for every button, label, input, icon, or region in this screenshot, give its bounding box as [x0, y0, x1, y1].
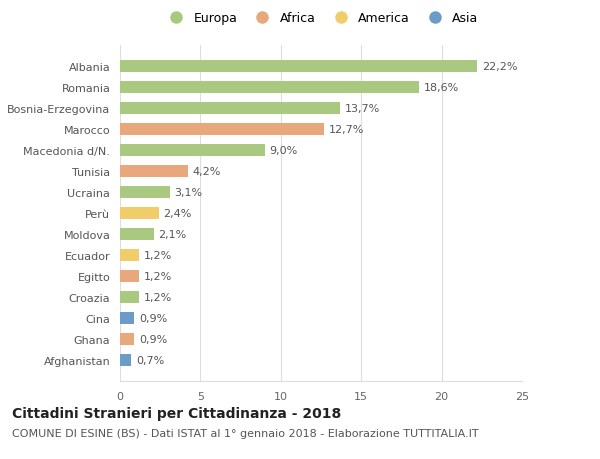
Text: 18,6%: 18,6% — [424, 83, 459, 93]
Bar — [120, 145, 265, 157]
Bar — [120, 187, 170, 198]
Bar — [120, 207, 158, 219]
Text: 2,4%: 2,4% — [163, 208, 192, 218]
Text: COMUNE DI ESINE (BS) - Dati ISTAT al 1° gennaio 2018 - Elaborazione TUTTITALIA.I: COMUNE DI ESINE (BS) - Dati ISTAT al 1° … — [12, 428, 479, 438]
Bar — [120, 103, 340, 114]
Bar — [120, 333, 134, 345]
Bar — [120, 354, 131, 366]
Text: Cittadini Stranieri per Cittadinanza - 2018: Cittadini Stranieri per Cittadinanza - 2… — [12, 406, 341, 420]
Text: 12,7%: 12,7% — [329, 125, 364, 134]
Legend: Europa, Africa, America, Asia: Europa, Africa, America, Asia — [163, 12, 479, 25]
Bar — [120, 166, 188, 177]
Text: 4,2%: 4,2% — [193, 167, 221, 177]
Text: 1,2%: 1,2% — [144, 250, 172, 260]
Text: 22,2%: 22,2% — [482, 62, 517, 72]
Text: 1,2%: 1,2% — [144, 292, 172, 302]
Text: 9,0%: 9,0% — [269, 146, 298, 156]
Text: 0,9%: 0,9% — [139, 334, 167, 344]
Bar — [120, 270, 139, 282]
Text: 3,1%: 3,1% — [175, 188, 203, 197]
Text: 1,2%: 1,2% — [144, 271, 172, 281]
Text: 0,7%: 0,7% — [136, 355, 164, 365]
Bar — [120, 313, 134, 324]
Bar — [120, 61, 477, 73]
Text: 2,1%: 2,1% — [158, 230, 187, 239]
Bar — [120, 291, 139, 303]
Bar — [120, 82, 419, 94]
Bar — [120, 229, 154, 240]
Bar — [120, 250, 139, 261]
Text: 13,7%: 13,7% — [345, 104, 380, 114]
Bar — [120, 124, 324, 135]
Text: 0,9%: 0,9% — [139, 313, 167, 323]
